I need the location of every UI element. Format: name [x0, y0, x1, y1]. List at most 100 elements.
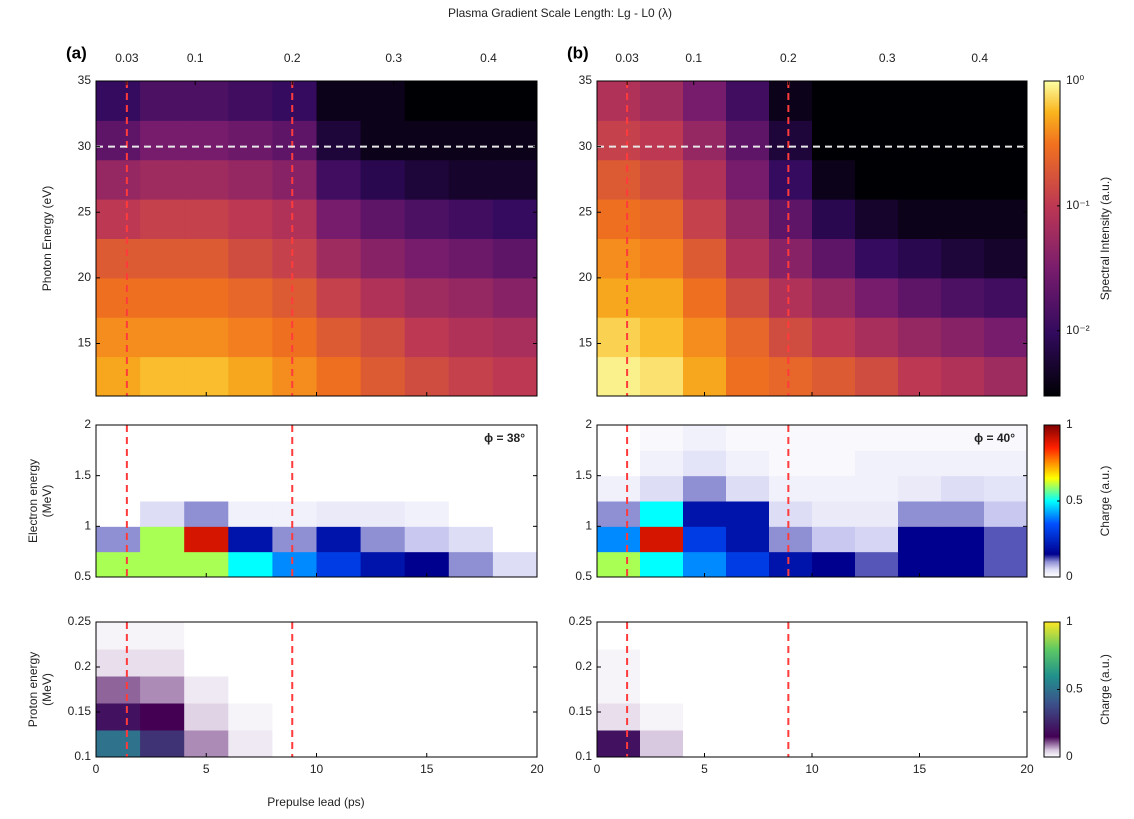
- heatmap-cell: [769, 649, 813, 677]
- heatmap-cell: [184, 425, 229, 451]
- heatmap-cell: [404, 425, 450, 451]
- heatmap-cell: [984, 622, 1027, 650]
- heatmap-cell: [640, 199, 684, 239]
- heatmap-cell: [404, 356, 450, 396]
- heatmap-cell: [140, 649, 185, 677]
- colorbar-tick-label: 10⁰: [1066, 73, 1084, 87]
- y-tick-label: 1.5: [575, 468, 592, 482]
- heatmap-cell: [404, 526, 450, 553]
- heatmap-cell: [96, 238, 141, 279]
- heatmap-cell: [96, 425, 141, 451]
- heatmap-cell: [597, 356, 641, 396]
- heatmap-cell: [96, 356, 141, 396]
- y-axis-label: Electron energy: [26, 459, 40, 543]
- heatmap-cell: [726, 277, 770, 318]
- heatmap-cell: [855, 120, 899, 161]
- heatmap-cell: [898, 501, 942, 527]
- heatmap-cell: [683, 526, 727, 553]
- heatmap-cell: [855, 649, 899, 677]
- heatmap-cell: [941, 356, 985, 396]
- heatmap-cell: [941, 159, 985, 200]
- heatmap-cell: [683, 475, 727, 502]
- heatmap-cell: [272, 703, 317, 731]
- heatmap-cell: [360, 238, 406, 279]
- heatmap-cell: [272, 622, 317, 650]
- heatmap-cell: [404, 501, 450, 527]
- heatmap-cell: [140, 120, 185, 161]
- heatmap-cell: [726, 526, 770, 553]
- heatmap-cell: [984, 238, 1027, 279]
- heatmap-cell: [448, 501, 494, 527]
- heatmap-cell: [941, 81, 985, 121]
- heatmap-cell: [855, 676, 899, 704]
- heatmap-cell: [316, 475, 362, 502]
- heatmap-cell: [360, 425, 406, 451]
- x2-tick-label: 0.4: [971, 51, 988, 65]
- colorbar-label: Spectral Intensity (a.u.): [1098, 177, 1112, 300]
- heatmap-cell: [769, 425, 813, 451]
- heatmap-cell: [492, 425, 537, 451]
- heatmap-cell: [898, 676, 942, 704]
- heatmap-cell: [769, 526, 813, 553]
- heatmap-cell: [96, 277, 141, 318]
- heatmap-cell: [726, 317, 770, 358]
- heatmap-cell: [140, 450, 185, 477]
- heatmap-cell: [96, 649, 141, 677]
- x-tick-label: 10: [310, 762, 324, 776]
- heatmap-cell: [683, 81, 727, 121]
- heatmap-cell: [448, 551, 494, 577]
- heatmap-cell: [812, 703, 856, 731]
- annotation: ϕ = 38°: [484, 431, 525, 445]
- heatmap-cell: [597, 450, 641, 477]
- heatmap-cell: [984, 317, 1027, 358]
- x-tick-label: 15: [913, 762, 927, 776]
- heatmap-cell: [640, 356, 684, 396]
- heatmap-cell: [984, 450, 1027, 477]
- heatmap-cell: [96, 622, 141, 650]
- heatmap-cell: [984, 356, 1027, 396]
- heatmap-cell: [726, 501, 770, 527]
- heatmap-cell: [184, 703, 229, 731]
- heatmap-cell: [683, 356, 727, 396]
- x-tick-label: 10: [805, 762, 819, 776]
- heatmap-cell: [898, 238, 942, 279]
- heatmap-cell: [855, 199, 899, 239]
- colorbar-tick-label: 1: [1066, 417, 1073, 431]
- heatmap: [597, 425, 1027, 577]
- heatmap-cell: [360, 703, 406, 731]
- heatmap-cell: [404, 450, 450, 477]
- heatmap-cell: [272, 238, 317, 279]
- heatmap-cell: [140, 317, 185, 358]
- heatmap-cell: [984, 425, 1027, 451]
- heatmap-cell: [898, 277, 942, 318]
- heatmap: [96, 622, 537, 757]
- heatmap-cell: [597, 277, 641, 318]
- heatmap-cell: [404, 238, 450, 279]
- colorbar-tick-label: 1: [1066, 614, 1073, 628]
- heatmap-cell: [448, 475, 494, 502]
- heatmap-cell: [184, 277, 229, 318]
- heatmap-cell: [316, 526, 362, 553]
- heatmap-cell: [404, 730, 450, 757]
- heatmap-cell: [855, 703, 899, 731]
- heatmap-cell: [769, 277, 813, 318]
- heatmap-cell: [984, 551, 1027, 577]
- heatmap-cell: [984, 501, 1027, 527]
- heatmap-cell: [140, 475, 185, 502]
- heatmap-cell: [640, 526, 684, 553]
- heatmap-cell: [683, 425, 727, 451]
- x2-tick-label: 0.03: [115, 51, 139, 65]
- heatmap-cell: [769, 730, 813, 757]
- heatmap-cell: [272, 649, 317, 677]
- heatmap-cell: [855, 730, 899, 757]
- heatmap-cell: [984, 277, 1027, 318]
- heatmap-cell: [272, 450, 317, 477]
- heatmap-cell: [184, 81, 229, 121]
- heatmap-cell: [640, 120, 684, 161]
- heatmap-cell: [272, 81, 317, 121]
- heatmap-cell: [360, 501, 406, 527]
- heatmap-cell: [140, 526, 185, 553]
- colorbar-tick-label: 10⁻¹: [1066, 198, 1090, 212]
- heatmap-cell: [726, 475, 770, 502]
